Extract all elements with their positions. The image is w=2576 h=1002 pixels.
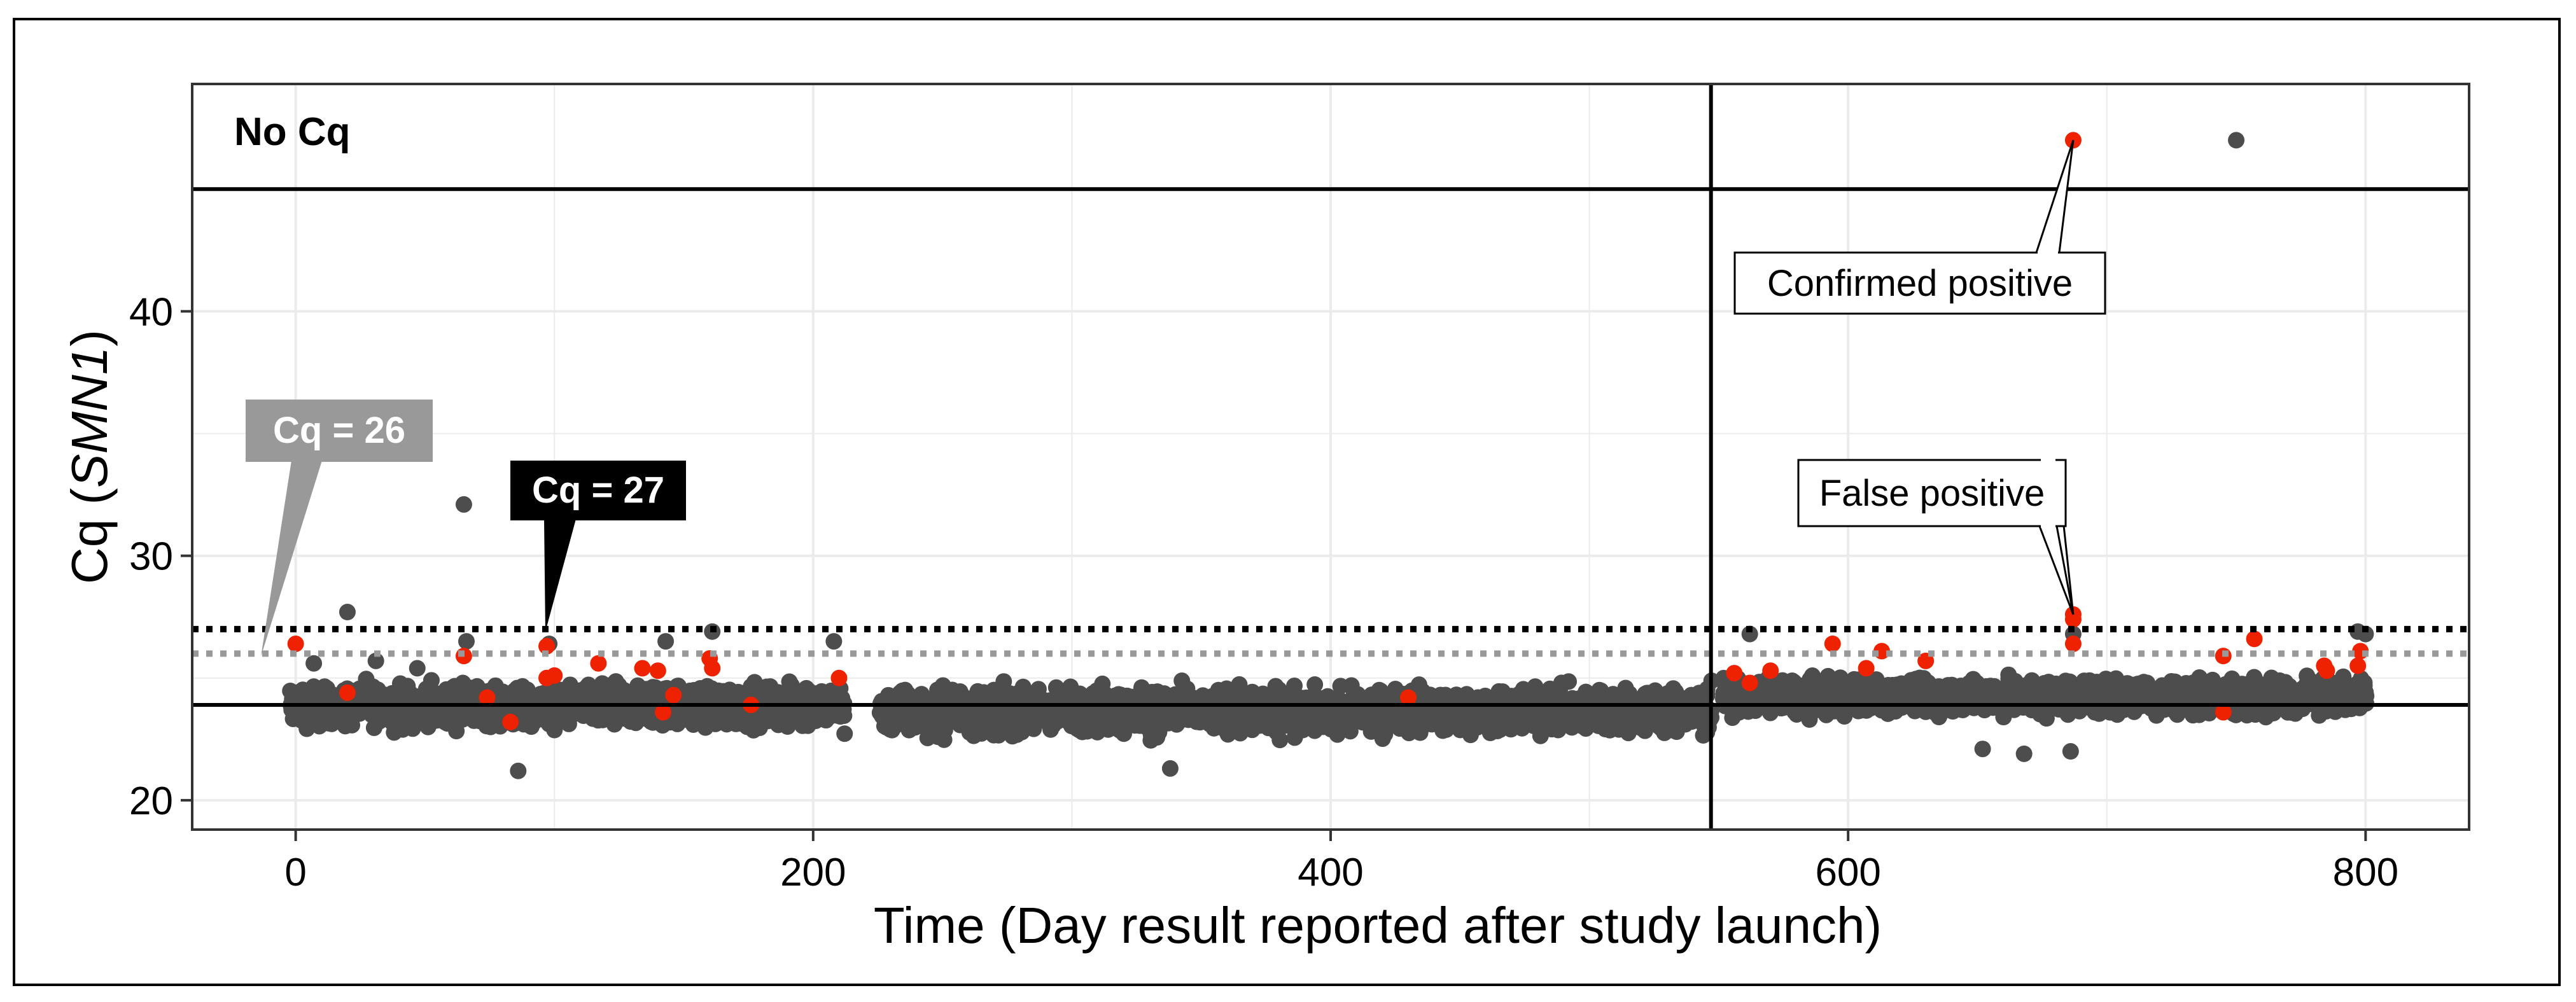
flagged-point: [2349, 657, 2367, 674]
figure-border: [13, 18, 2561, 986]
y-axis-title: Cq (SMN1): [61, 330, 118, 584]
outlier-point: [455, 496, 472, 513]
false-positive-callout-box: [1797, 459, 2067, 527]
y-tick-label: 20: [129, 779, 173, 823]
flagged-point: [479, 689, 496, 706]
axes: 0 200 400 600 800 20 30 40: [129, 290, 2398, 894]
annotations: Confirmed positive False positive: [1733, 139, 2106, 615]
flagged-point: [654, 704, 671, 721]
y-axis-title-gene: SMN1: [61, 347, 118, 488]
outlier-point: [1741, 625, 1758, 643]
negative-point: [836, 725, 853, 742]
outlier-point: [510, 762, 527, 779]
cq27-label-pointer: [544, 519, 576, 632]
flagged-point: [1824, 635, 1841, 652]
flagged-point: [538, 637, 556, 655]
flagged-point: [1399, 689, 1417, 706]
flagged-point: [704, 660, 721, 677]
outlier-point: [1974, 741, 1991, 758]
flagged-point: [502, 713, 519, 730]
reference-lines: [192, 84, 2469, 830]
outlier-point: [2228, 132, 2245, 149]
outlier-point: [305, 655, 323, 672]
flagged-point: [1917, 652, 1935, 669]
outlier-point: [2062, 743, 2079, 760]
x-tick-label: 600: [1815, 851, 1880, 894]
negative-point: [1271, 732, 1289, 749]
negative-point: [1329, 726, 1346, 743]
cq26-label: Cq = 26: [273, 410, 405, 451]
flagged-point: [830, 669, 848, 686]
flagged-point: [1858, 660, 1875, 677]
flagged-point: [1762, 662, 1779, 679]
outlier-point: [657, 633, 675, 650]
x-tick-label: 400: [1298, 851, 1363, 894]
outlier-point: [2015, 745, 2033, 762]
cq27-label: Cq = 27: [532, 470, 664, 511]
y-tick-label: 30: [129, 535, 173, 579]
negative-point: [1306, 676, 1324, 693]
outlier-point: [458, 633, 475, 650]
flagged-point: [1741, 674, 1758, 692]
outlier-point: [367, 652, 384, 669]
outlier-point: [825, 633, 843, 650]
cq26-label-pointer: [261, 461, 322, 657]
outlier-point: [339, 604, 356, 621]
data-points: [282, 132, 2375, 779]
flagged-point: [1726, 665, 1743, 682]
outlier-point: [1161, 760, 1179, 777]
x-axis-title: Time (Day result reported after study la…: [874, 897, 1882, 954]
negative-point: [1231, 676, 1248, 693]
cq27-label-box: [510, 461, 686, 520]
flagged-point: [649, 662, 666, 679]
flagged-point: [2064, 635, 2082, 652]
negative-point: [995, 673, 1012, 690]
x-tick-label: 800: [2333, 851, 2398, 894]
x-tick-label: 200: [780, 851, 846, 894]
outlier-point: [2357, 625, 2374, 643]
flagged-point: [2064, 611, 2082, 628]
flagged-point: [339, 684, 356, 701]
y-axis-title-prefix: Cq (: [61, 488, 118, 584]
negative-point: [2358, 687, 2375, 704]
flagged-point: [546, 667, 563, 684]
flagged-point: [2318, 662, 2335, 679]
confirmed-positive-callout-box: [1733, 251, 2106, 315]
no-cq-label: No Cq: [234, 110, 351, 154]
negative-point: [990, 727, 1007, 744]
flagged-point: [2246, 630, 2263, 648]
cq26-label-box: [246, 400, 433, 462]
flagged-point: [287, 635, 304, 652]
flagged-point: [590, 655, 607, 672]
false-positive-callout-label: False positive: [1819, 473, 2045, 514]
negative-point: [1560, 673, 1578, 690]
confirmed-positive-callout-label: Confirmed positive: [1767, 263, 2073, 304]
negative-point: [836, 707, 853, 724]
flagged-point: [634, 660, 651, 677]
outlier-point: [409, 660, 426, 677]
y-tick-label: 40: [129, 290, 173, 334]
x-tick-label: 0: [284, 851, 306, 894]
negative-point: [423, 672, 440, 689]
y-axis-title-suffix: ): [61, 330, 118, 347]
flagged-point: [665, 686, 682, 704]
flagged-point: [2215, 704, 2232, 721]
